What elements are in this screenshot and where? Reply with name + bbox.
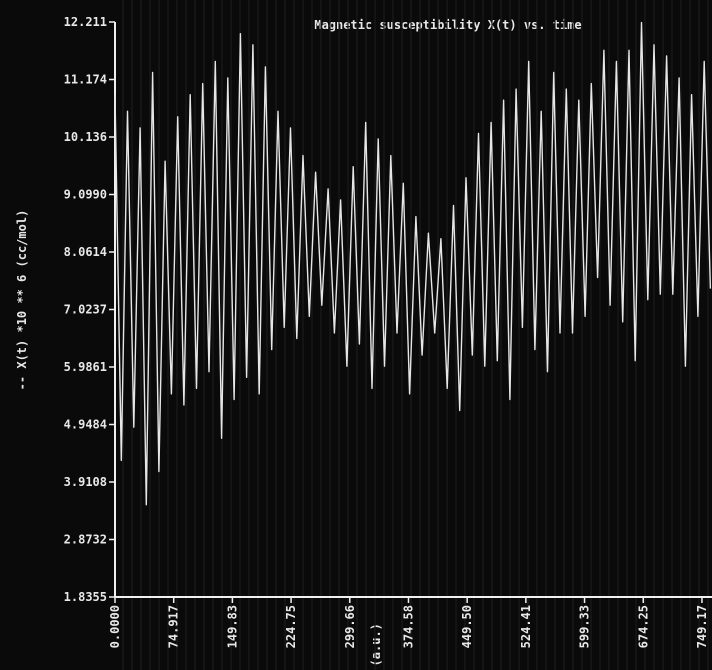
y-tick-label: 3.9108 [64, 475, 107, 489]
x-axis-label: t (a.u.) [369, 623, 383, 670]
y-tick-label: 7.0237 [64, 303, 107, 317]
x-tick-label: 0.0000 [108, 605, 122, 648]
y-tick-label: 1.8355 [64, 590, 107, 604]
x-tick-label: 674.25 [636, 605, 650, 648]
y-axis-label: -- X(t) *10 ** 6 (cc/mol) [15, 210, 29, 391]
x-tick-label: 599.33 [578, 605, 592, 648]
y-tick-label: 11.174 [64, 73, 107, 87]
y-tick-label: 10.136 [64, 130, 107, 144]
y-tick-label: 5.9861 [64, 360, 107, 374]
x-tick-label: 374.58 [401, 605, 415, 648]
x-tick-label: 149.83 [225, 605, 239, 648]
y-tick-label: 2.8732 [64, 533, 107, 547]
series [114, 21, 712, 506]
x-tick-label: 449.50 [460, 605, 474, 648]
vertical-stripes [122, 0, 709, 670]
x-ticks: 0.0000 74.917 149.83 224.75 299.66 374.58 449.… [108, 597, 709, 648]
x-tick-label: 224.75 [284, 605, 298, 648]
y-tick-label: 8.0614 [64, 245, 107, 259]
y-tick-label: 12.211 [64, 15, 107, 29]
series-line [114, 21, 712, 506]
y-ticks: 12.211 11.174 10.136 9.0990 8.0614 7.0237 5.98… [64, 15, 115, 604]
x-tick-label: 299.66 [343, 605, 357, 648]
x-tick-label: 74.917 [167, 605, 181, 648]
y-tick-label: 9.0990 [64, 188, 107, 202]
x-tick-label: 524.41 [519, 605, 533, 648]
x-tick-label: 749.17 [695, 605, 709, 648]
chart-title: Magnetic susceptibility X(t) vs. time [314, 18, 581, 32]
y-tick-label: 4.9484 [64, 418, 107, 432]
